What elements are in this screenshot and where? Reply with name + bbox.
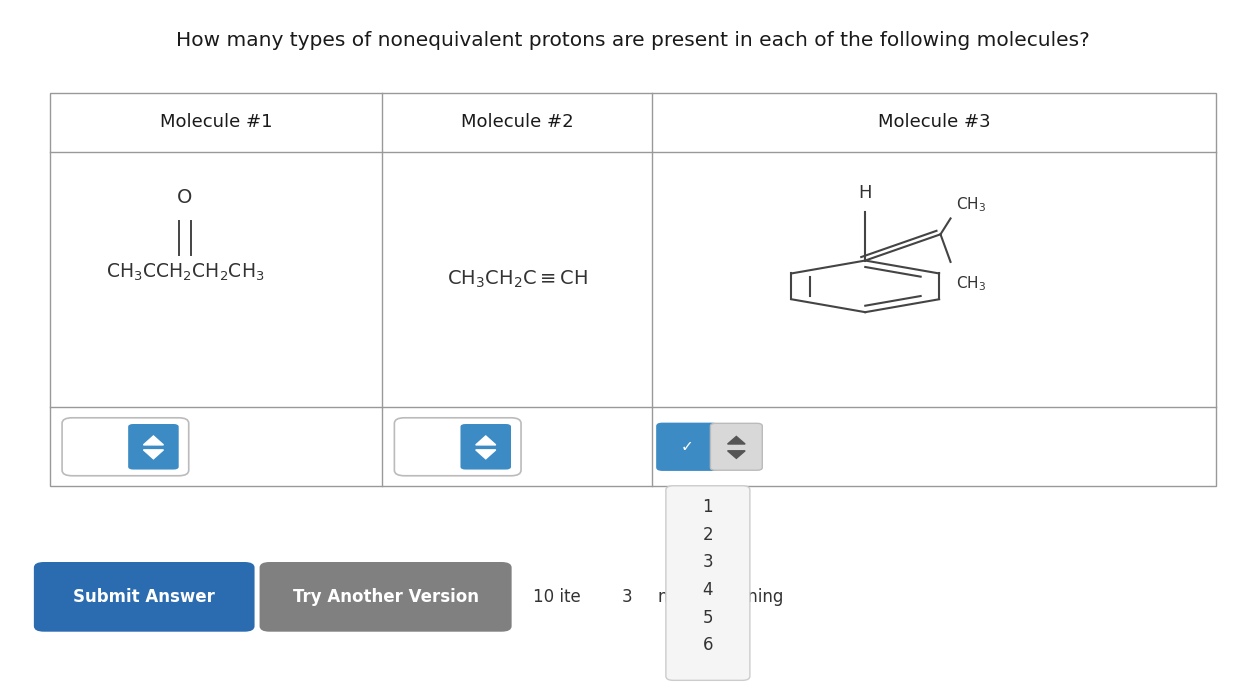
Bar bbox=[50, 93, 1216, 486]
Polygon shape bbox=[475, 436, 495, 445]
Text: Try Another Version: Try Another Version bbox=[292, 588, 479, 606]
Polygon shape bbox=[727, 451, 745, 458]
FancyBboxPatch shape bbox=[63, 418, 189, 476]
Polygon shape bbox=[143, 450, 163, 459]
Text: 4: 4 bbox=[702, 581, 714, 599]
Text: ✓: ✓ bbox=[681, 440, 693, 454]
Text: $\mathdefault{CH_3CH_2C{\equiv}CH}$: $\mathdefault{CH_3CH_2C{\equiv}CH}$ bbox=[446, 269, 588, 290]
Text: 5: 5 bbox=[702, 609, 714, 627]
Text: 3: 3 bbox=[622, 588, 632, 606]
FancyBboxPatch shape bbox=[34, 562, 255, 632]
FancyBboxPatch shape bbox=[711, 423, 762, 471]
Polygon shape bbox=[475, 450, 495, 459]
Text: 1: 1 bbox=[702, 498, 714, 516]
Text: Submit Answer: Submit Answer bbox=[73, 588, 216, 606]
Text: Molecule #1: Molecule #1 bbox=[161, 113, 272, 132]
Text: 6: 6 bbox=[702, 636, 714, 654]
Polygon shape bbox=[143, 436, 163, 445]
Text: Molecule #2: Molecule #2 bbox=[461, 113, 573, 132]
Text: 10 ite: 10 ite bbox=[533, 588, 581, 606]
FancyBboxPatch shape bbox=[128, 424, 179, 469]
Text: 3: 3 bbox=[702, 553, 714, 571]
FancyBboxPatch shape bbox=[260, 562, 512, 632]
FancyBboxPatch shape bbox=[656, 422, 719, 471]
Text: $\mathdefault{CH_3}$: $\mathdefault{CH_3}$ bbox=[956, 195, 986, 214]
Text: How many types of nonequivalent protons are present in each of the following mol: How many types of nonequivalent protons … bbox=[177, 31, 1090, 50]
Polygon shape bbox=[727, 436, 745, 444]
Text: H: H bbox=[859, 184, 872, 202]
FancyBboxPatch shape bbox=[460, 424, 512, 469]
Text: npts remaining: npts remaining bbox=[658, 588, 784, 606]
FancyBboxPatch shape bbox=[666, 486, 750, 680]
Text: $\mathdefault{CH_3CCH_2CH_2CH_3}$: $\mathdefault{CH_3CCH_2CH_2CH_3}$ bbox=[105, 262, 265, 283]
Text: $\mathdefault{CH_3}$: $\mathdefault{CH_3}$ bbox=[956, 275, 986, 293]
Text: Molecule #3: Molecule #3 bbox=[878, 113, 991, 132]
Text: O: O bbox=[177, 188, 193, 207]
FancyBboxPatch shape bbox=[394, 418, 520, 476]
Text: 2: 2 bbox=[702, 526, 714, 544]
